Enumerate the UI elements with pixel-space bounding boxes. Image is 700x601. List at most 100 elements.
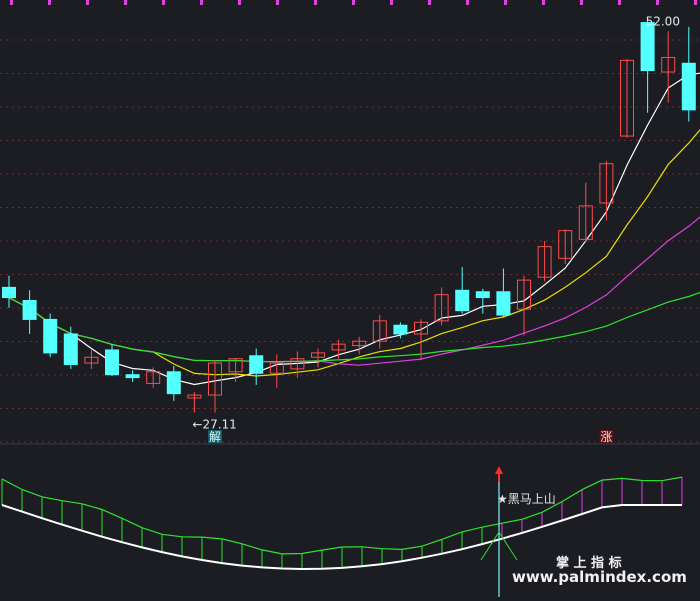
candle-body (331, 343, 346, 351)
signal-marker-jie-bg (208, 430, 222, 443)
candle (640, 16, 655, 113)
top-tick (542, 0, 545, 5)
top-tick (466, 0, 469, 5)
candle-body (166, 371, 181, 395)
candle (537, 240, 552, 282)
candle (599, 160, 614, 221)
top-tick (352, 0, 355, 5)
candle (290, 351, 305, 378)
candle (455, 267, 470, 314)
candle-body (228, 358, 243, 373)
arrow-up-icon (495, 466, 503, 474)
candle-body (537, 246, 552, 278)
candle-body (208, 362, 222, 396)
candle (661, 31, 676, 103)
top-tick (580, 0, 583, 5)
top-tick (504, 0, 507, 5)
top-tick (10, 0, 13, 5)
candle-body (125, 374, 140, 379)
candle (331, 339, 346, 359)
candle (63, 326, 78, 369)
candle (311, 348, 325, 368)
top-tick (656, 0, 659, 5)
candle (434, 287, 449, 326)
candle-body (414, 321, 428, 335)
candle-body (311, 352, 325, 358)
candle-body (640, 22, 655, 72)
candle-body (269, 362, 284, 374)
top-tick (390, 0, 393, 5)
top-tick (86, 0, 89, 5)
candles (2, 16, 696, 413)
indicator-signal-label: ★黑马上山 (497, 492, 556, 506)
candle-body (517, 279, 531, 310)
candle-body (661, 56, 676, 73)
candle-body (455, 289, 470, 312)
candle (84, 349, 99, 369)
candle-body (249, 355, 264, 374)
top-tick (694, 0, 697, 5)
candle (681, 26, 696, 122)
indicator-upper-line (1, 476, 683, 555)
low-price-label: ←27.11 (192, 418, 236, 432)
candle (352, 336, 367, 355)
candle-body (681, 62, 696, 111)
top-tick (200, 0, 203, 5)
top-tick (238, 0, 241, 5)
watermark: 掌 上 指 标 www.palmindex.com (512, 555, 687, 586)
top-tick (162, 0, 165, 5)
watermark-cn: 掌 上 指 标 (556, 555, 622, 571)
candle (125, 370, 140, 382)
signal-markers: 解 涨 (208, 429, 614, 444)
candle-body (434, 294, 449, 322)
candle-body (146, 371, 161, 384)
candle-body (43, 318, 58, 354)
top-tick (48, 0, 51, 5)
candle (496, 268, 511, 317)
candle (414, 319, 428, 361)
candle-body (22, 299, 37, 320)
candle (517, 275, 531, 336)
candle (208, 360, 222, 413)
candle-body (372, 320, 387, 342)
top-tick (276, 0, 279, 5)
candle (146, 367, 161, 388)
high-price-label: 52.00 (646, 15, 680, 29)
candle (187, 392, 202, 413)
candle-body (63, 333, 78, 366)
candle (558, 229, 573, 265)
candle (578, 182, 593, 243)
indicator-signal-peak (480, 531, 518, 561)
signal-marker-zhang: 涨 (600, 429, 612, 444)
price-annotations: 52.00 ←27.11 (192, 15, 680, 432)
candle (393, 322, 408, 339)
candle (620, 58, 634, 138)
candle-body (105, 349, 119, 376)
price-grid (0, 39, 700, 443)
candle (166, 365, 181, 401)
top-tick (428, 0, 431, 5)
signal-marker-jie: 解 (209, 430, 221, 444)
candle-body (393, 324, 408, 335)
ma-green-line (8, 291, 700, 363)
indicator-lower-line (1, 504, 682, 571)
top-tick (618, 0, 621, 5)
top-tick-marks (10, 0, 697, 5)
top-tick (314, 0, 317, 5)
candle (228, 358, 243, 382)
candle (2, 275, 16, 308)
candle-body (352, 340, 367, 347)
candle-body (558, 230, 573, 259)
candle (105, 344, 119, 377)
candle-body (187, 394, 202, 399)
candle (372, 315, 387, 349)
candle (43, 313, 58, 358)
candle (249, 348, 264, 385)
candle-body (84, 356, 99, 364)
candle (475, 288, 490, 314)
top-tick (124, 0, 127, 5)
candle-body (599, 163, 614, 204)
candle-body (2, 286, 16, 299)
